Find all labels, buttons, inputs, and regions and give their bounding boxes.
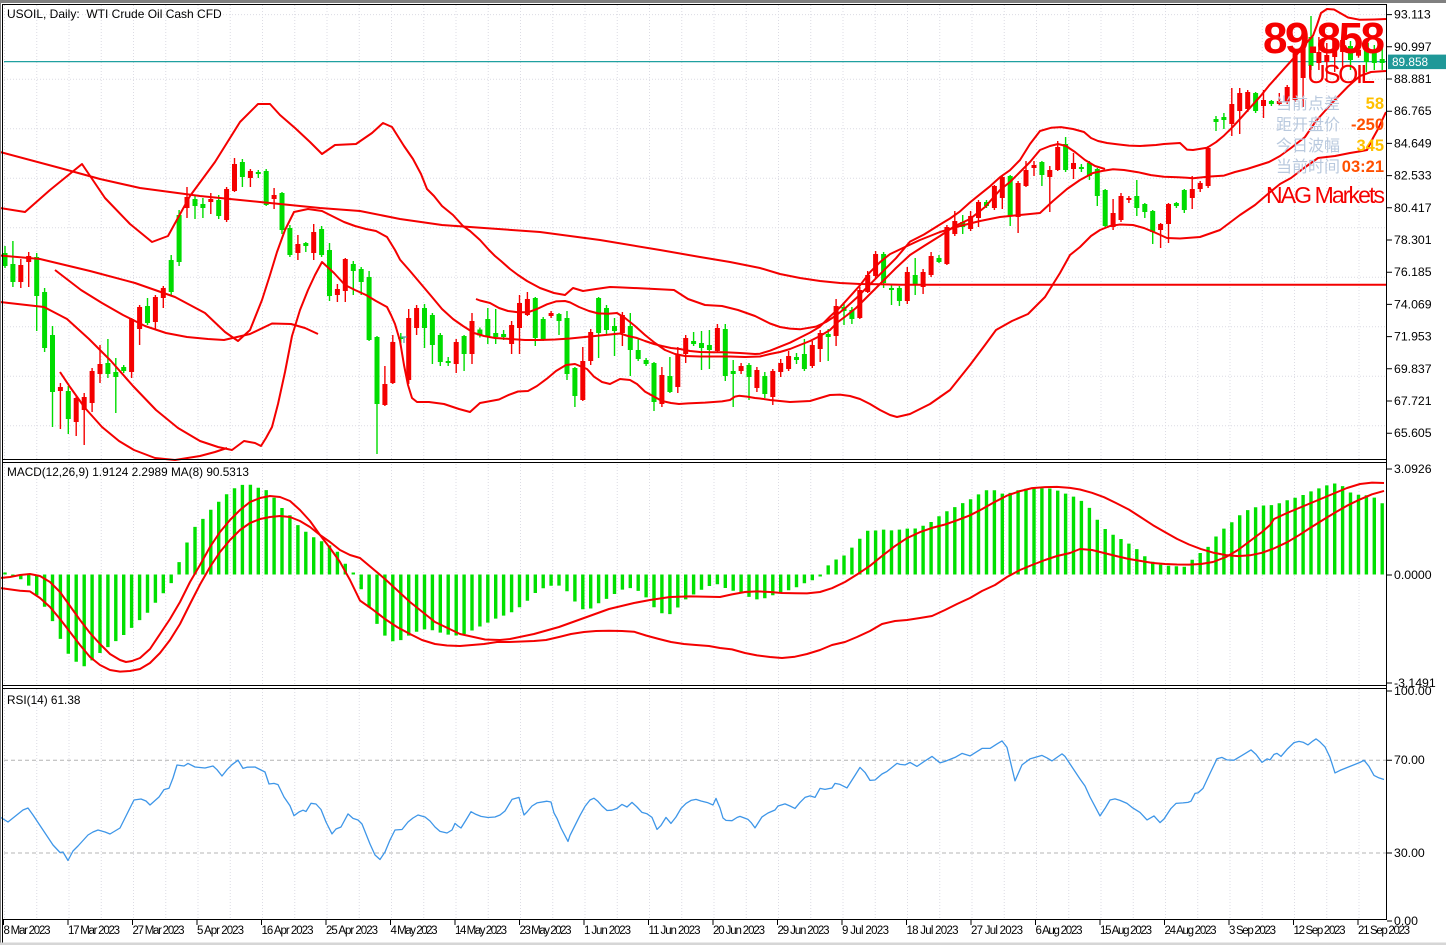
svg-text:1 Jun 2023: 1 Jun 2023 bbox=[584, 925, 631, 937]
svg-text:90.997: 90.997 bbox=[1394, 40, 1432, 54]
svg-text:74.069: 74.069 bbox=[1394, 297, 1432, 311]
svg-text:5 Apr 2023: 5 Apr 2023 bbox=[197, 925, 244, 937]
svg-text:18 Jul 2023: 18 Jul 2023 bbox=[907, 925, 959, 937]
svg-text:0.0000: 0.0000 bbox=[1394, 568, 1432, 582]
svg-text:16 Apr 2023: 16 Apr 2023 bbox=[262, 925, 314, 937]
svg-text:6 Aug 2023: 6 Aug 2023 bbox=[1036, 925, 1083, 937]
svg-text:76.185: 76.185 bbox=[1394, 265, 1432, 279]
svg-text:-250: -250 bbox=[1351, 116, 1384, 134]
svg-text:29 Jun 2023: 29 Jun 2023 bbox=[778, 925, 830, 937]
svg-text:88.881: 88.881 bbox=[1394, 72, 1432, 86]
svg-text:89.858: 89.858 bbox=[1263, 14, 1385, 63]
svg-text:11 Jun 2023: 11 Jun 2023 bbox=[649, 925, 701, 937]
svg-text:15 Aug 2023: 15 Aug 2023 bbox=[1100, 925, 1152, 937]
svg-text:82.533: 82.533 bbox=[1394, 169, 1432, 183]
svg-text:0.00: 0.00 bbox=[1394, 914, 1418, 928]
svg-text:78.301: 78.301 bbox=[1394, 233, 1432, 247]
svg-text:84.649: 84.649 bbox=[1394, 136, 1432, 150]
svg-text:24 Aug 2023: 24 Aug 2023 bbox=[1165, 925, 1217, 937]
svg-text:86.765: 86.765 bbox=[1394, 104, 1432, 118]
svg-text:67.721: 67.721 bbox=[1394, 394, 1432, 408]
svg-text:25 Apr 2023: 25 Apr 2023 bbox=[326, 925, 378, 937]
svg-text:USOIL: USOIL bbox=[1307, 59, 1375, 89]
svg-text:NAG Markets: NAG Markets bbox=[1266, 182, 1385, 208]
svg-text:MACD(12,26,9) 1.9124 2.2989 MA: MACD(12,26,9) 1.9124 2.2989 MA(8) 90.531… bbox=[7, 465, 249, 479]
svg-text:30.00: 30.00 bbox=[1394, 846, 1425, 860]
svg-text:89.858: 89.858 bbox=[1392, 55, 1429, 69]
svg-text:14 May 2023: 14 May 2023 bbox=[455, 925, 507, 937]
svg-text:USOIL, Daily: WTI Crude Oil C: USOIL, Daily: WTI Crude Oil Cash CFD bbox=[7, 7, 222, 21]
svg-text:RSI(14) 61.38: RSI(14) 61.38 bbox=[7, 693, 81, 707]
svg-text:今日波幅: 今日波幅 bbox=[1276, 137, 1340, 155]
svg-text:17 Mar 2023: 17 Mar 2023 bbox=[68, 925, 120, 937]
svg-text:距开盘价: 距开盘价 bbox=[1276, 115, 1340, 134]
svg-text:21 Sep 2023: 21 Sep 2023 bbox=[1358, 925, 1410, 937]
svg-text:23 May 2023: 23 May 2023 bbox=[520, 925, 572, 937]
svg-text:3.0926: 3.0926 bbox=[1394, 462, 1432, 476]
svg-text:80.417: 80.417 bbox=[1394, 201, 1432, 215]
svg-text:93.113: 93.113 bbox=[1394, 8, 1431, 22]
svg-text:58: 58 bbox=[1366, 95, 1384, 113]
svg-text:12 Sep 2023: 12 Sep 2023 bbox=[1294, 925, 1346, 937]
svg-text:100.00: 100.00 bbox=[1394, 684, 1432, 698]
svg-text:20 Jun 2023: 20 Jun 2023 bbox=[713, 925, 765, 937]
svg-text:当前时间: 当前时间 bbox=[1276, 158, 1340, 176]
svg-text:当前点差: 当前点差 bbox=[1276, 95, 1340, 113]
svg-text:9 Jul 2023: 9 Jul 2023 bbox=[842, 925, 889, 937]
svg-text:03:21: 03:21 bbox=[1342, 158, 1384, 176]
svg-text:65.605: 65.605 bbox=[1394, 426, 1432, 440]
svg-text:3 Sep 2023: 3 Sep 2023 bbox=[1229, 925, 1276, 937]
svg-text:71.953: 71.953 bbox=[1394, 330, 1432, 344]
svg-text:69.837: 69.837 bbox=[1394, 362, 1432, 376]
svg-text:8 Mar 2023: 8 Mar 2023 bbox=[4, 925, 51, 937]
svg-text:-3.1491: -3.1491 bbox=[1394, 676, 1436, 690]
svg-text:4 May 2023: 4 May 2023 bbox=[391, 925, 438, 937]
svg-text:345: 345 bbox=[1356, 137, 1384, 155]
svg-text:27 Jul 2023: 27 Jul 2023 bbox=[971, 925, 1023, 937]
svg-text:27 Mar 2023: 27 Mar 2023 bbox=[133, 925, 185, 937]
svg-text:70.00: 70.00 bbox=[1394, 753, 1425, 767]
